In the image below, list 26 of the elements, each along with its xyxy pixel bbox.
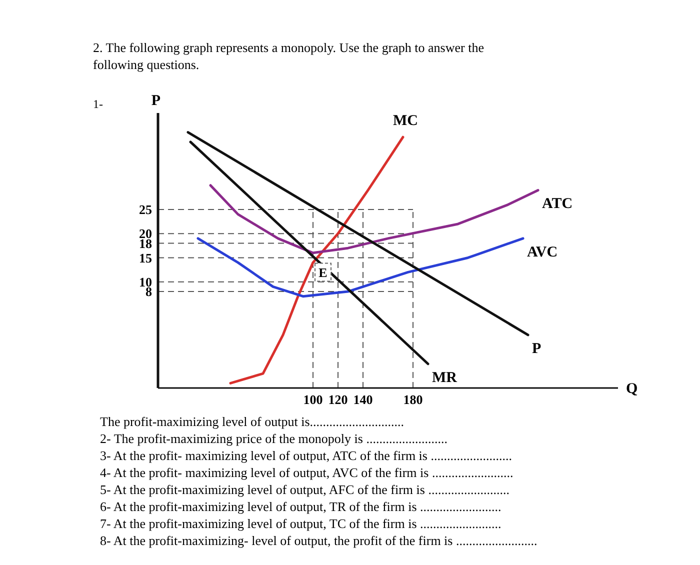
x-axis-title: Q bbox=[626, 381, 638, 397]
line-series bbox=[229, 136, 404, 384]
text: 8- At the profit-maximizing- level of output, the profit of the firm is ......................... bbox=[100, 533, 538, 548]
x-tick-label: 100 bbox=[303, 392, 323, 407]
text: 5- At the profit-maximizing level of output, AFC of the firm is ......................... bbox=[100, 482, 510, 497]
y-axis-title: P bbox=[151, 93, 161, 109]
text: 1- bbox=[93, 97, 103, 111]
text: 7- At the profit-maximizing level of output, TC of the firm is ......................... bbox=[100, 516, 502, 531]
series-label: AVC bbox=[527, 244, 558, 260]
y-tick-label: 15 bbox=[139, 250, 152, 266]
text: 6- At the profit-maximizing level of output, TR of the firm is ......................... bbox=[100, 499, 502, 514]
x-tick-label: 120 bbox=[328, 392, 348, 407]
text: 4- At the profit- maximizing level of output, AVC of the firm is ......................... bbox=[100, 465, 514, 480]
chart-title: 2. The following graph represents a monopoly. Use the graph to answer the following questions. bbox=[93, 40, 484, 72]
text: 3- At the profit- maximizing level of output, ATC of the firm is ......................... bbox=[100, 448, 512, 463]
series-label: P bbox=[532, 340, 542, 357]
y-tick-label: 25 bbox=[139, 202, 152, 218]
x-tick-label: 180 bbox=[403, 392, 423, 407]
text: The profit-maximizing level of output is............................. bbox=[100, 414, 404, 429]
line-series bbox=[196, 237, 524, 298]
text: 2- The profit-maximizing price of the monopoly is ......................... bbox=[100, 431, 448, 446]
series-label: ATC bbox=[542, 196, 573, 212]
x-tick-label: 140 bbox=[353, 392, 373, 407]
series-label: MR bbox=[432, 370, 458, 386]
annotation: E bbox=[318, 264, 328, 280]
series-label: MC bbox=[393, 113, 418, 130]
